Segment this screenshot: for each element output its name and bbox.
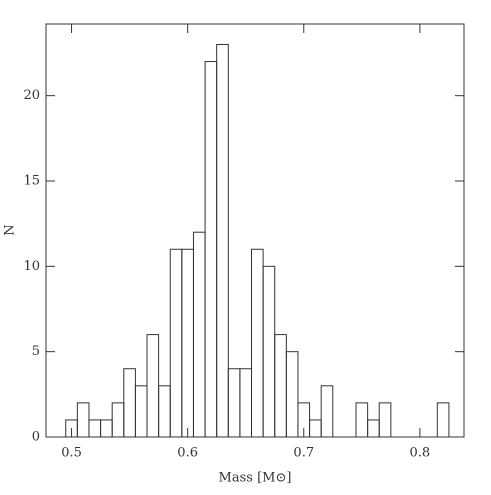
bar	[76, 402, 90, 438]
y-tick-label: 10	[23, 259, 40, 274]
bar	[285, 351, 299, 438]
y-tick-label: 15	[23, 174, 40, 189]
y-tick-label: 20	[23, 88, 40, 103]
bar	[274, 334, 287, 438]
bar	[146, 334, 160, 438]
bar	[378, 402, 392, 438]
x-tick-label: 0.5	[61, 446, 82, 461]
y-tick-label: 5	[32, 344, 40, 359]
bar	[111, 402, 125, 438]
plot-frame	[45, 23, 465, 438]
bar	[227, 368, 241, 438]
bar	[181, 248, 194, 438]
bar	[355, 402, 369, 438]
bar	[123, 368, 136, 438]
bar	[88, 419, 102, 438]
x-tick-label: 0.7	[293, 446, 314, 461]
bar	[100, 419, 113, 438]
bar	[367, 419, 380, 438]
bar	[239, 368, 253, 438]
bar	[320, 385, 334, 438]
bar	[169, 248, 183, 438]
bar	[204, 61, 218, 438]
x-tick-label: 0.8	[410, 446, 431, 461]
bar	[216, 43, 229, 438]
bar	[158, 385, 171, 438]
bar	[309, 419, 322, 438]
y-tick-label: 0	[32, 430, 40, 445]
y-axis-label: N	[3, 224, 18, 235]
bar	[436, 402, 450, 438]
bar	[251, 248, 264, 438]
x-axis-label: Mass [M⊙]	[219, 471, 292, 486]
bar	[134, 385, 148, 438]
bar	[192, 231, 206, 438]
x-tick-label: 0.6	[177, 446, 198, 461]
bar	[262, 265, 276, 438]
